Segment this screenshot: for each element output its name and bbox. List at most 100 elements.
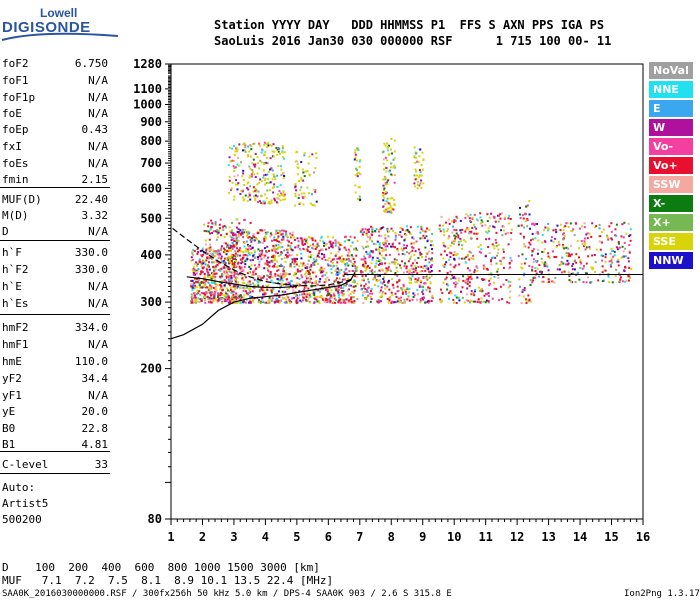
echo-point bbox=[227, 301, 230, 304]
echo-point bbox=[483, 294, 486, 297]
echo-point bbox=[235, 179, 238, 182]
echo-point bbox=[586, 272, 589, 275]
echo-point bbox=[259, 229, 262, 232]
echo-point bbox=[341, 278, 344, 281]
echo-point bbox=[271, 287, 274, 290]
echo-point bbox=[298, 282, 301, 285]
echo-point bbox=[280, 282, 283, 285]
echo-point bbox=[240, 262, 243, 265]
echo-point bbox=[355, 265, 358, 268]
echo-point bbox=[194, 294, 197, 297]
echo-point bbox=[335, 273, 338, 276]
echo-point bbox=[622, 236, 625, 239]
echo-point bbox=[411, 246, 414, 249]
echo-point bbox=[536, 259, 539, 262]
echo-point bbox=[292, 296, 295, 299]
echo-point bbox=[431, 259, 434, 262]
echo-point bbox=[236, 285, 239, 288]
echo-point bbox=[228, 267, 231, 270]
echo-point bbox=[543, 276, 546, 279]
y-tick-label: 800 bbox=[140, 134, 162, 148]
echo-point bbox=[215, 238, 218, 241]
echo-point bbox=[195, 293, 198, 296]
echo-point bbox=[510, 259, 513, 262]
echo-point bbox=[247, 181, 250, 184]
legend-item: Vo- bbox=[649, 138, 693, 155]
echo-point bbox=[487, 227, 490, 230]
echo-point bbox=[258, 253, 261, 256]
echo-point bbox=[416, 160, 419, 163]
echo-point bbox=[248, 192, 251, 195]
echo-point bbox=[384, 210, 387, 213]
echo-point bbox=[320, 271, 323, 274]
echo-point bbox=[419, 171, 422, 174]
echo-point bbox=[388, 262, 391, 265]
echo-point bbox=[365, 268, 368, 271]
echo-point bbox=[393, 301, 396, 304]
echo-point bbox=[229, 259, 232, 262]
echo-point bbox=[360, 284, 363, 287]
echo-point bbox=[405, 234, 408, 237]
echo-point bbox=[580, 225, 583, 228]
echo-point bbox=[279, 246, 282, 249]
x-tick-label: 7 bbox=[356, 530, 363, 544]
echo-point bbox=[241, 261, 244, 264]
y-tick-label: 900 bbox=[140, 115, 162, 129]
echo-point bbox=[398, 264, 401, 267]
echo-point bbox=[344, 247, 347, 250]
separator bbox=[0, 473, 110, 474]
echo-point bbox=[256, 172, 259, 175]
echo-point bbox=[196, 289, 199, 292]
echo-point bbox=[234, 280, 237, 283]
echo-point bbox=[432, 244, 435, 247]
echo-point bbox=[202, 262, 205, 265]
echo-point bbox=[313, 271, 316, 274]
echo-point bbox=[445, 221, 448, 224]
x-tick-label: 12 bbox=[510, 530, 524, 544]
echo-point bbox=[328, 287, 331, 290]
echo-point bbox=[422, 168, 425, 171]
echo-point bbox=[493, 275, 496, 278]
echo-point bbox=[424, 269, 427, 272]
echo-point bbox=[223, 294, 226, 297]
echo-point bbox=[284, 301, 287, 304]
echo-point bbox=[214, 230, 217, 233]
echo-point bbox=[232, 198, 235, 201]
echo-point bbox=[303, 293, 306, 296]
echo-point bbox=[233, 285, 236, 288]
echo-point bbox=[360, 270, 363, 273]
echo-point bbox=[625, 232, 628, 235]
echo-point bbox=[386, 183, 389, 186]
echo-point bbox=[300, 274, 303, 277]
echo-point bbox=[232, 159, 235, 162]
echo-point bbox=[316, 300, 319, 303]
echo-point bbox=[317, 288, 320, 291]
echo-point bbox=[473, 232, 476, 235]
echo-point bbox=[346, 289, 349, 292]
echo-point bbox=[393, 203, 396, 206]
echo-point bbox=[378, 234, 381, 237]
echo-point bbox=[381, 269, 384, 272]
echo-point bbox=[243, 245, 246, 248]
echo-point bbox=[302, 262, 305, 265]
echo-point bbox=[480, 219, 483, 222]
echo-point bbox=[401, 253, 404, 256]
echo-point bbox=[363, 284, 366, 287]
echo-point bbox=[237, 240, 240, 243]
echo-point bbox=[525, 302, 528, 305]
echo-point bbox=[213, 293, 216, 296]
echo-point bbox=[584, 242, 587, 245]
echo-point bbox=[378, 252, 381, 255]
param-value: 22.8 bbox=[81, 422, 109, 435]
echo-point bbox=[344, 236, 347, 239]
echo-point bbox=[384, 245, 387, 248]
echo-point bbox=[337, 257, 340, 260]
echo-point bbox=[586, 232, 589, 235]
echo-point bbox=[423, 296, 426, 299]
echo-point bbox=[247, 283, 250, 286]
echo-point bbox=[288, 240, 291, 243]
echo-point bbox=[347, 288, 350, 291]
echo-point bbox=[619, 276, 622, 279]
echo-point bbox=[249, 174, 252, 177]
echo-point bbox=[236, 254, 239, 257]
